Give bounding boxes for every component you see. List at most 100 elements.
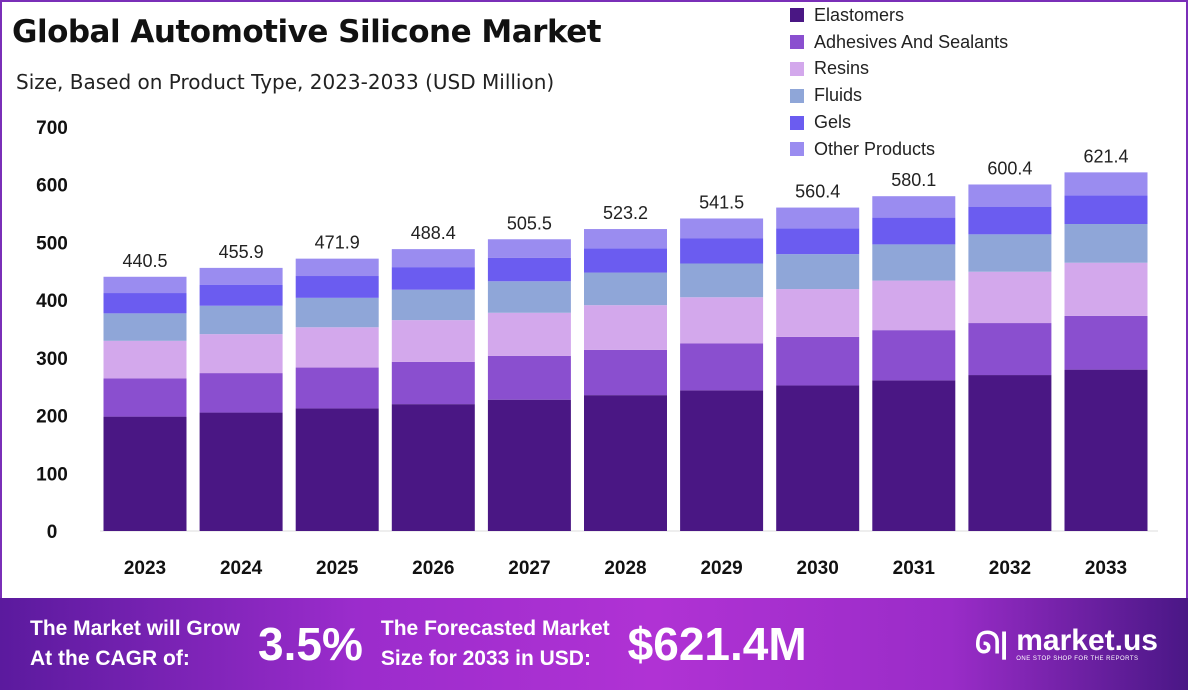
bar-segment-fluids — [295, 297, 379, 328]
y-tick-label: 200 — [36, 407, 68, 428]
legend: Elastomers Adhesives And Sealants Resins Fl… — [790, 2, 1008, 163]
bar-segment-adhesives-and-sealants — [295, 367, 379, 409]
bar-segment-adhesives-and-sealants — [680, 343, 764, 391]
bar-segment-other-products — [776, 207, 860, 229]
bar-segment-other-products — [872, 196, 956, 218]
bar-segment-gels — [1064, 195, 1148, 225]
bar-segment-resins — [487, 312, 571, 356]
market-us-logo: ᘏ| market.us ONE STOP SHOP FOR THE REPOR… — [974, 626, 1158, 663]
forecast-label-line2: Size for 2033 in USD: — [380, 647, 591, 670]
bar-segment-fluids — [391, 289, 475, 321]
bar-segment-resins — [391, 320, 475, 362]
x-tick-label: 2032 — [989, 558, 1031, 579]
bar-segment-fluids — [487, 281, 571, 313]
legend-label: Resins — [814, 58, 870, 79]
bar-segment-adhesives-and-sealants — [199, 373, 283, 413]
y-tick-label: 400 — [36, 291, 68, 312]
bar-segment-elastomers — [776, 385, 860, 531]
legend-item: Resins — [790, 56, 1008, 83]
bar-total-label: 541.5 — [699, 192, 744, 212]
bar-segment-elastomers — [872, 380, 956, 531]
bar-segment-adhesives-and-sealants — [584, 349, 667, 396]
bar-segment-elastomers — [487, 399, 571, 531]
bar-segment-other-products — [487, 239, 571, 258]
bar-segment-elastomers — [391, 404, 475, 531]
bar-segment-gels — [776, 228, 860, 255]
bar-segment-adhesives-and-sealants — [776, 336, 860, 386]
bar-segment-resins — [776, 289, 860, 337]
bar-segment-gels — [872, 217, 956, 245]
legend-label: Other Products — [814, 138, 936, 159]
bar-segment-fluids — [680, 263, 764, 298]
legend-item: Elastomers — [790, 2, 1008, 29]
forecast-label-line1: The Forecasted Market — [380, 617, 610, 640]
legend-item: Gels — [790, 109, 1008, 136]
bar-segment-other-products — [199, 267, 283, 285]
chart-subtitle: Size, Based on Product Type, 2023-2033 (… — [16, 70, 555, 94]
bar-total-label: 600.4 — [987, 158, 1032, 178]
bar-total-label: 523.2 — [603, 203, 648, 223]
cagr-label-line1: The Market will Grow — [30, 617, 241, 640]
bar-segment-adhesives-and-sealants — [968, 323, 1052, 376]
logo-tagline: ONE STOP SHOP FOR THE REPORTS — [1016, 656, 1139, 662]
legend-swatch — [790, 88, 804, 103]
stacked-bar-chart: 0 100 200 300 400 500 600 700 440.5 2023 455.9 2024… — [36, 118, 1158, 579]
chart-title: Global Automotive Silicone Market — [12, 14, 602, 50]
bar-segment-adhesives-and-sealants — [1064, 315, 1148, 370]
forecast-value: $621.4M — [627, 618, 807, 670]
bar-segment-adhesives-and-sealants — [391, 361, 475, 405]
x-tick-label: 2023 — [124, 558, 166, 579]
legend-swatch — [790, 8, 804, 23]
legend-swatch — [790, 115, 804, 130]
bar-segment-resins — [295, 327, 379, 368]
bar-segment-adhesives-and-sealants — [872, 330, 956, 381]
bar-segment-elastomers — [295, 408, 379, 531]
bar-segment-resins — [584, 305, 667, 350]
cagr-label-line2: At the CAGR of: — [30, 647, 190, 670]
bar-segment-other-products — [295, 258, 379, 277]
legend-item: Fluids — [790, 82, 1008, 109]
legend-item: Adhesives And Sealants — [790, 29, 1008, 56]
legend-label: Elastomers — [814, 4, 905, 25]
x-tick-label: 2029 — [700, 558, 742, 579]
bar-segment-resins — [199, 334, 283, 374]
bar-segment-other-products — [103, 276, 187, 294]
summary-banner: The Market will Grow At the CAGR of: 3.5… — [0, 598, 1188, 690]
bar-segment-fluids — [776, 254, 860, 290]
bar-segment-fluids — [199, 305, 283, 335]
cagr-value: 3.5% — [258, 618, 363, 670]
y-tick-label: 700 — [36, 118, 68, 139]
logo-mark-icon: ᘏ| — [974, 627, 1009, 660]
cagr-label: The Market will Grow At the CAGR of: — [30, 614, 240, 674]
bar-segment-gels — [968, 206, 1052, 235]
x-tick-label: 2028 — [604, 558, 646, 579]
bar-segment-elastomers — [199, 412, 283, 531]
x-tick-label: 2025 — [316, 558, 359, 579]
bar-segment-fluids — [103, 313, 187, 341]
bar-segment-resins — [103, 340, 187, 379]
bar-segment-fluids — [584, 272, 667, 306]
bar-segment-gels — [199, 284, 283, 306]
bar-total-label: 471.9 — [315, 233, 360, 253]
bar-segment-gels — [391, 267, 475, 290]
bar-total-label: 621.4 — [1083, 146, 1128, 166]
x-tick-label: 2026 — [412, 558, 454, 579]
y-tick-label: 300 — [36, 349, 68, 370]
legend-swatch — [790, 61, 804, 76]
bar-segment-elastomers — [584, 395, 667, 531]
legend-label: Adhesives And Sealants — [814, 31, 1009, 52]
y-tick-label: 0 — [47, 522, 58, 543]
bar-segment-other-products — [1064, 172, 1148, 196]
y-tick-label: 100 — [36, 464, 68, 485]
x-tick-label: 2027 — [508, 558, 550, 579]
legend-label: Fluids — [814, 85, 863, 106]
bar-segment-adhesives-and-sealants — [103, 378, 187, 417]
bar-segment-fluids — [872, 244, 956, 281]
bar-segment-gels — [680, 238, 764, 264]
bar-segment-resins — [1064, 262, 1148, 316]
legend-swatch — [790, 142, 804, 157]
bar-total-label: 505.5 — [507, 213, 552, 233]
bar-segment-other-products — [584, 229, 667, 249]
bar-total-label: 560.4 — [795, 182, 840, 202]
bar-total-label: 488.4 — [411, 223, 456, 243]
